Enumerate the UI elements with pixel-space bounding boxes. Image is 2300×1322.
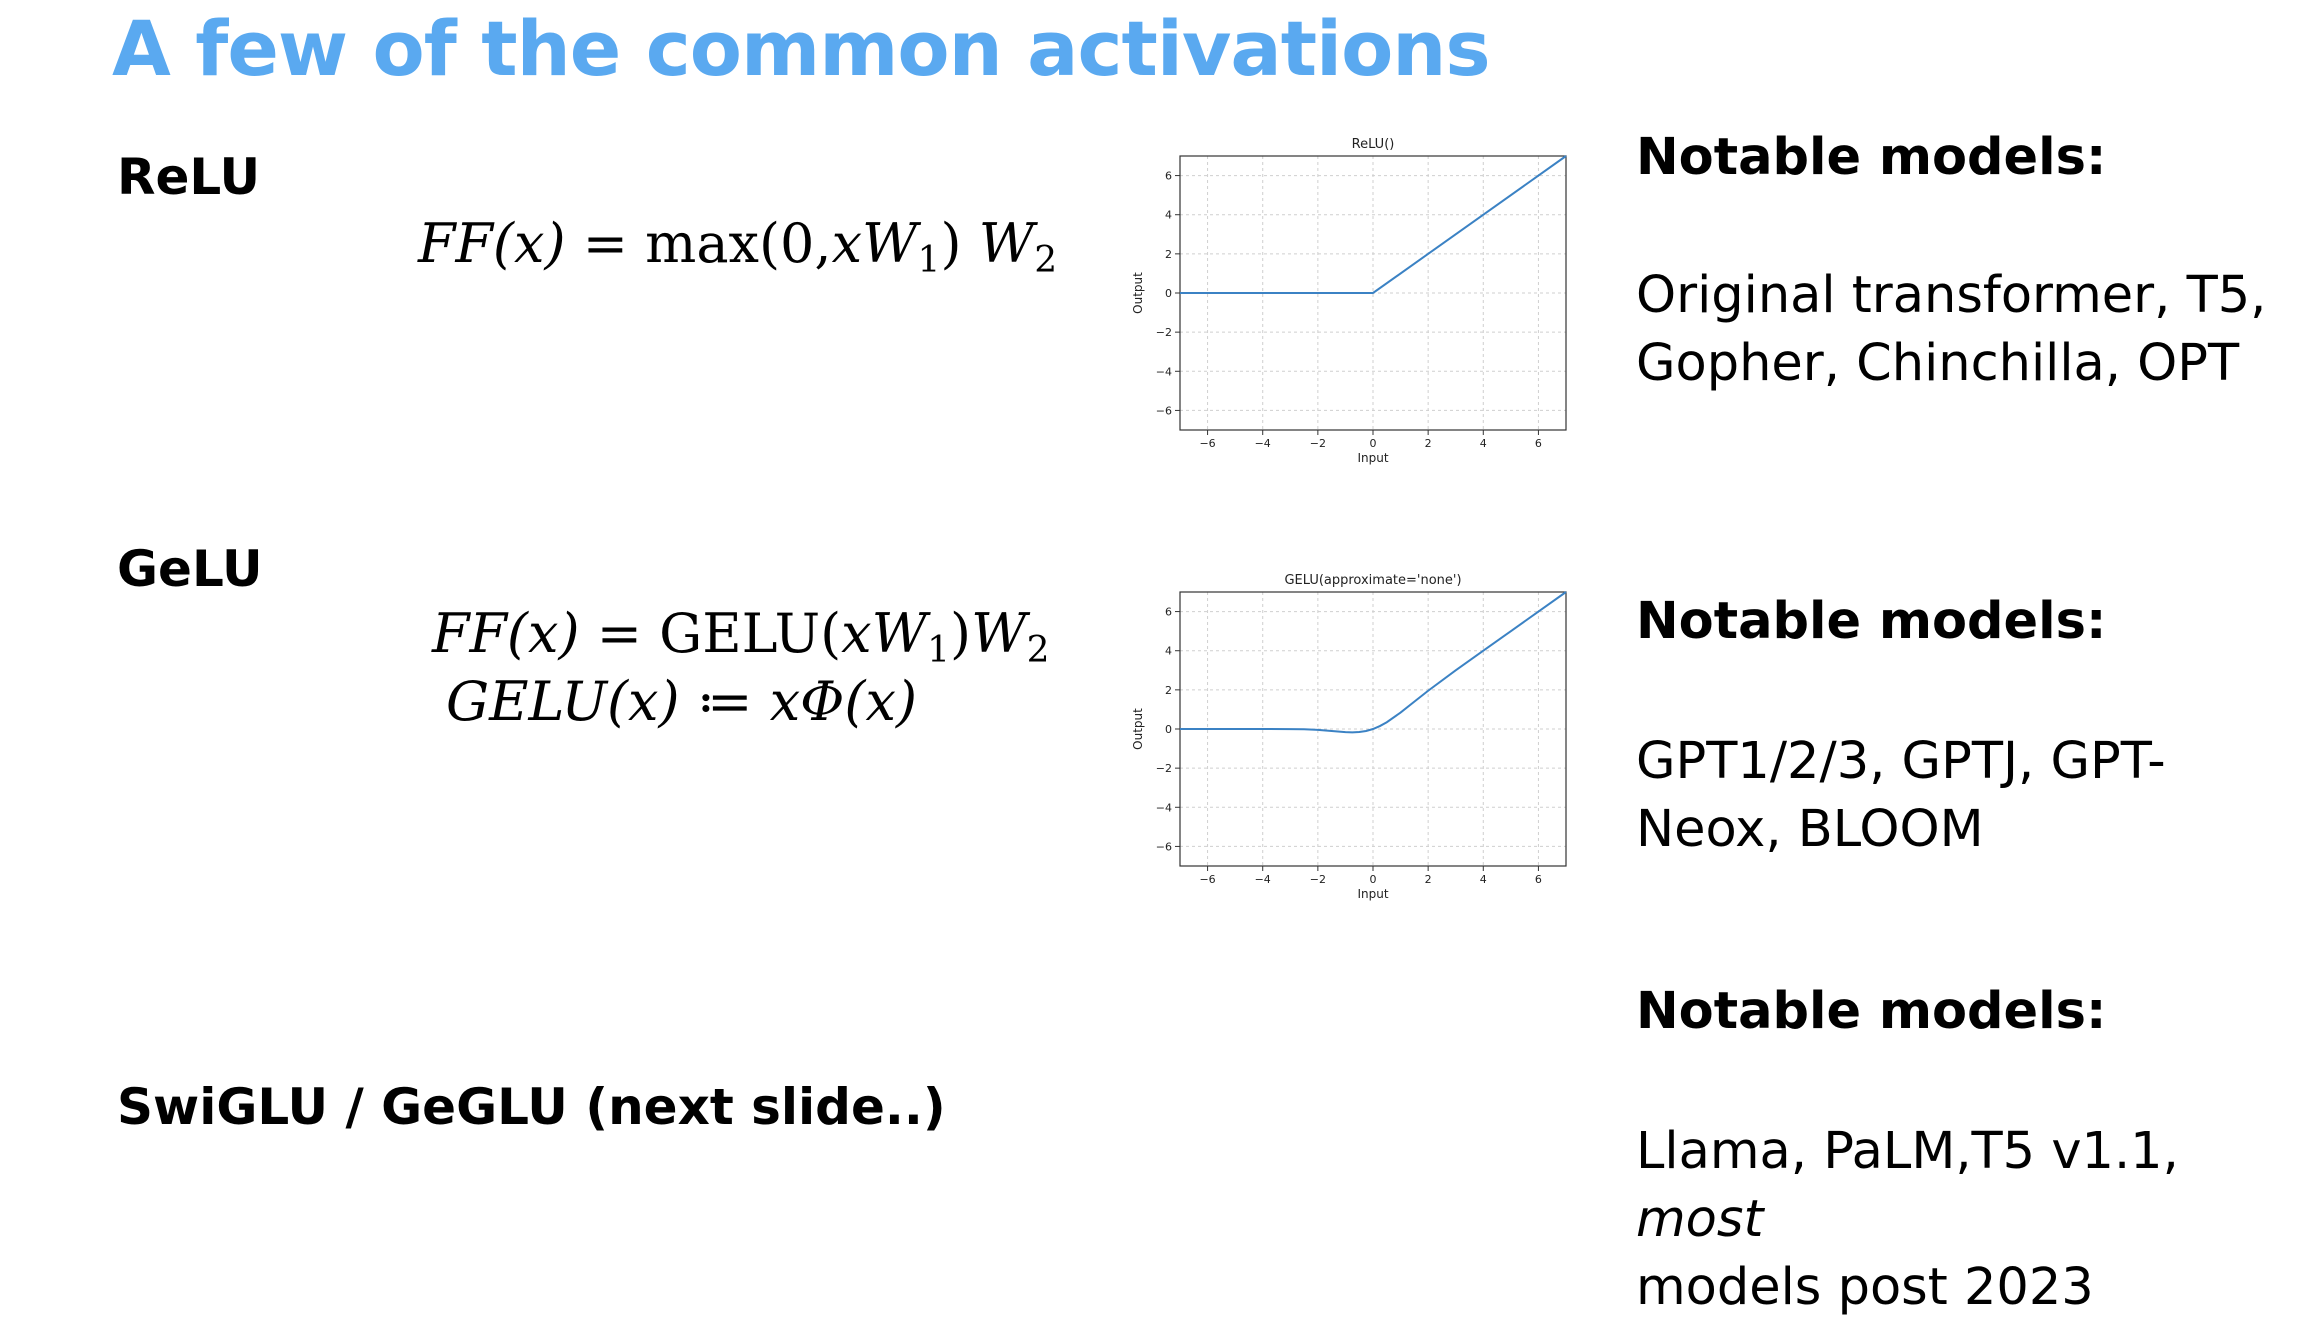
relu-formula-eq: = [582,212,628,275]
relu-formula: FF(x) = max(0,xW1) W2 [418,212,1057,279]
slide-title: A few of the common activations [112,4,1491,93]
gelu-formula1-arg-sub: 1 [927,630,951,671]
relu-ylabel: Output [1131,272,1145,314]
gelu-xtick-label: 4 [1480,873,1487,886]
relu-ytick-label: −2 [1156,326,1172,339]
relu-xtick-label: 4 [1480,437,1487,450]
gelu-ytick-label: 4 [1165,645,1172,658]
gelu-ytick-label: −6 [1156,840,1172,853]
swiglu-models-emphasis: most [1636,1190,1764,1249]
swiglu-models-part2: models post 2023 [1636,1258,2094,1317]
gelu-formula-1: FF(x) = GELU(xW1)W2 [432,602,1050,669]
gelu-formula1-close: ) [950,602,972,665]
gelu-ytick-label: 2 [1165,684,1172,697]
gelu-xtick-label: 0 [1370,873,1377,886]
relu-formula-fn: max(0, [645,212,832,275]
gelu-formula1-w-sub: 2 [1026,630,1050,671]
relu-formula-w-sub: 2 [1034,240,1058,281]
relu-chart-title: ReLU() [1352,137,1395,152]
gelu-ytick-label: −4 [1156,801,1172,814]
gelu-chart-title: GELU(approximate='none') [1284,573,1461,588]
gelu-series-line [1180,591,1567,734]
relu-xtick-label: 2 [1425,437,1432,450]
gelu-xtick-label: 2 [1425,873,1432,886]
relu-formula-arg-sub: 1 [917,240,941,281]
gelu-xtick-label: −6 [1199,873,1215,886]
swiglu-models-part1: Llama, PaLM,T5 v1.1, [1636,1122,2179,1181]
gelu-formula1-arg: xW [841,602,928,665]
swiglu-notable-models: Llama, PaLM,T5 v1.1, most models post 202… [1636,1118,2296,1322]
relu-formula-lhs: FF(x) [418,212,566,275]
gelu-formula-2: GELU(x) ≔ xΦ(x) [446,670,917,733]
gelu-ytick-label: −2 [1156,762,1172,775]
relu-series-line [1180,155,1567,294]
relu-xtick-label: −6 [1199,437,1215,450]
relu-chart: ReLU() −6 −4 −2 0 2 4 6 −6 −4 −2 0 2 4 6 Input Output [1131,137,1567,465]
relu-xlabel: Input [1357,451,1388,465]
gelu-label: GeLU [117,540,263,598]
relu-xtick-label: 0 [1370,437,1377,450]
relu-formula-arg: xW [831,212,918,275]
relu-ytick-label: −4 [1156,365,1172,378]
relu-xtick-label: 6 [1535,437,1542,450]
gelu-xlabel: Input [1357,887,1388,901]
relu-ytick-label: 4 [1165,209,1172,222]
relu-ytick-label: 0 [1165,287,1172,300]
gelu-xtick-label: 6 [1535,873,1542,886]
relu-ytick-label: 2 [1165,248,1172,261]
relu-formula-close: ) [940,212,962,275]
gelu-xtick-label: −4 [1255,873,1271,886]
gelu-formula1-w: W [971,602,1027,665]
gelu-formula1-lhs: FF(x) [432,602,580,665]
gelu-xtick-label: −2 [1310,873,1326,886]
gelu-formula1-fn: GELU( [659,602,842,665]
swiglu-label: SwiGLU / GeGLU (next slide..) [117,1078,946,1136]
relu-ytick-label: 6 [1165,170,1172,183]
gelu-ylabel: Output [1131,708,1145,750]
gelu-formula2-rhs: xΦ(x) [769,670,918,733]
relu-ytick-label: −6 [1156,404,1172,417]
relu-label: ReLU [117,148,261,206]
gelu-notable-heading: Notable models: [1636,592,2107,651]
relu-notable-models: Original transformer, T5, Gopher, Chinch… [1636,266,2267,393]
gelu-formula1-eq: = [596,602,642,665]
gelu-ytick-label: 6 [1165,606,1172,619]
relu-xtick-label: −4 [1255,437,1271,450]
gelu-notable-models: GPT1/2/3, GPTJ, GPT-Neox, BLOOM [1636,732,2166,859]
relu-formula-w: W [978,212,1035,275]
gelu-ytick-label: 0 [1165,723,1172,736]
gelu-chart: GELU(approximate='none') −6 −4 −2 0 2 4 6 −6 −4 −2… [1131,573,1567,901]
relu-xtick-label: −2 [1310,437,1326,450]
gelu-formula2-lhs: GELU(x) [446,670,680,733]
gelu-formula2-eq: ≔ [696,670,753,733]
swiglu-notable-heading: Notable models: [1636,982,2107,1041]
relu-notable-heading: Notable models: [1636,128,2107,187]
